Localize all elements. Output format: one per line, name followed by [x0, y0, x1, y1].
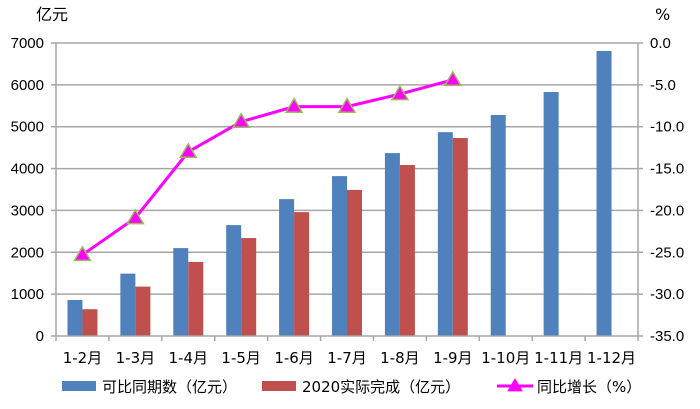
- bar: [188, 261, 204, 336]
- bar: [294, 212, 310, 336]
- right-tick-label: -25.0: [650, 244, 684, 261]
- category-label: 1-3月: [116, 349, 156, 367]
- bar: [452, 138, 468, 336]
- left-tick-label: 4000: [11, 161, 44, 178]
- left-tick-label: 6000: [11, 77, 44, 94]
- category-label: 1-12月: [587, 349, 636, 367]
- bar: [543, 91, 559, 336]
- right-tick-label: -30.0: [650, 286, 684, 303]
- category-labels: 1-2月 1-3月 1-4月 1-5月 1-6月 1-7月 1-8月 1-9月 1-10月 1-1…: [63, 349, 636, 367]
- left-tick-label: 2000: [11, 244, 44, 261]
- triangle-marker-icon: [284, 97, 304, 113]
- bar: [332, 176, 347, 336]
- left-axis-tick-labels: 0 1000 2000 3000 4000 5000 6000 7000: [11, 35, 44, 345]
- left-tick-label: 3000: [11, 202, 44, 219]
- category-label: 1-7月: [327, 349, 367, 367]
- bar: [82, 309, 98, 336]
- triangle-marker-icon: [126, 208, 145, 225]
- right-tick-label: -10.0: [650, 119, 684, 136]
- right-axis-unit: %: [655, 5, 670, 24]
- category-label: 1-2月: [63, 349, 103, 367]
- triangle-marker-icon: [231, 112, 251, 129]
- left-axis-unit: 亿元: [36, 5, 68, 24]
- left-tick-label: 0: [36, 328, 44, 345]
- legend-item: 2020实际完成（亿元）: [262, 378, 460, 396]
- category-label: 1-10月: [481, 349, 530, 367]
- bar: [241, 238, 257, 336]
- legend: 可比同期数（亿元） 2020实际完成（亿元） 同比增长（%）: [62, 378, 641, 396]
- legend-item: 同比增长（%）: [497, 378, 641, 396]
- legend-swatch: [62, 381, 96, 391]
- category-label: 1-6月: [274, 349, 314, 367]
- right-tick-label: -5.0: [650, 77, 676, 94]
- right-axis-tick-labels: 0.0 -5.0 -10.0 -15.0 -20.0 -25.0 -30.0 -35.0: [650, 35, 684, 345]
- legend-label: 2020实际完成（亿元）: [302, 378, 460, 396]
- bar: [384, 153, 400, 336]
- bar: [226, 225, 242, 336]
- triangle-marker-icon: [337, 97, 357, 113]
- triangle-marker-icon: [443, 70, 463, 87]
- left-tick-label: 7000: [11, 35, 44, 52]
- bar: [437, 132, 453, 336]
- bar: [120, 273, 136, 336]
- triangle-marker-icon: [507, 378, 523, 392]
- bar: [347, 189, 362, 336]
- bar: [173, 248, 189, 336]
- line-series: [73, 70, 463, 262]
- left-tick-label: 5000: [11, 119, 44, 136]
- legend-label: 可比同期数（亿元）: [102, 378, 237, 396]
- category-label: 1-11月: [534, 349, 583, 367]
- bar: [67, 300, 83, 336]
- left-tick-label: 1000: [11, 286, 44, 303]
- axes: [51, 42, 643, 341]
- growth-line: [81, 78, 454, 257]
- legend-swatch: [262, 381, 296, 391]
- bar: [490, 114, 506, 336]
- category-label: 1-4月: [169, 349, 209, 367]
- right-tick-label: -20.0: [650, 202, 684, 219]
- legend-label: 同比增长（%）: [537, 378, 641, 396]
- bar: [279, 199, 295, 336]
- legend-item: 可比同期数（亿元）: [62, 378, 237, 396]
- triangle-marker-icon: [178, 142, 198, 159]
- category-label: 1-8月: [380, 349, 420, 367]
- triangle-marker-icon: [390, 84, 410, 101]
- right-tick-label: -35.0: [650, 328, 684, 345]
- bar: [399, 165, 415, 336]
- bar: [135, 286, 151, 336]
- triangle-marker-icon: [73, 245, 92, 262]
- right-tick-label: 0.0: [650, 35, 671, 52]
- right-tick-label: -15.0: [650, 161, 684, 178]
- bar: [596, 50, 612, 337]
- category-label: 1-9月: [433, 349, 473, 367]
- category-label: 1-5月: [221, 349, 261, 367]
- bar-series: [67, 50, 612, 337]
